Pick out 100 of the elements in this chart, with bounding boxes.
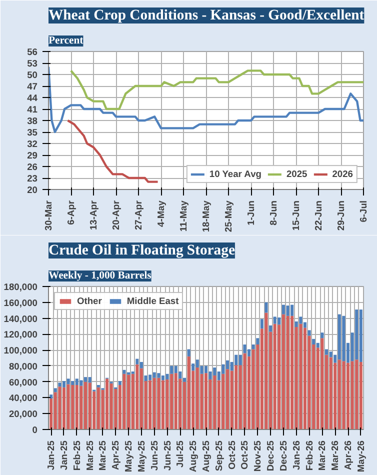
legend-label: 10 Year Avg [209,169,262,179]
bar [58,382,62,387]
x-tick-label: Feb-26 [304,440,314,471]
x-tick-label: 11-May [178,200,188,232]
x-tick-label: 4-May [156,200,166,227]
x-tick-label: Feb-25 [72,440,82,471]
legend-label: Middle East [126,296,179,306]
bar [243,344,246,354]
bar [312,338,316,344]
bar [359,310,362,362]
bar [320,332,324,338]
bar [308,330,311,336]
bar [290,304,294,316]
bar [196,368,199,430]
bar [238,354,242,366]
x-tick-label: Dec-25 [278,440,288,472]
x-tick-label: Jan-25 [58,440,69,470]
x-tick-label: 6-Jul [358,200,368,222]
bar [152,372,156,378]
bar [80,380,83,386]
x-tick-label: Aug-25 [201,440,211,472]
x-tick-label: 13-Apr [88,200,98,230]
bar [75,378,78,386]
y-tick-label: 120,000 [4,330,38,340]
y-tick-label: 20,000 [8,409,38,420]
y-tick-label: 100,000 [4,346,38,356]
bar [192,364,195,371]
bar [96,387,100,430]
bar [252,344,255,350]
bar [88,377,92,383]
bar [157,373,160,378]
bar [264,312,268,430]
x-tick-label: Aug-25 [188,440,198,472]
x-tick-label: Oct-25 [226,440,237,470]
bar [80,386,83,430]
x-tick-label: Mar-25 [84,440,95,471]
x-tick-label: 27-Apr [134,200,144,230]
bar [299,324,302,430]
bar [316,342,320,348]
y-tick-label: 80,000 [8,361,38,372]
x-tick-label: Jan-26 [291,440,302,470]
x-tick-label: Mar-25 [98,440,108,471]
x-tick-label: Oct-25 [240,440,250,470]
bar [157,378,160,430]
y-tick-label: 40,000 [8,393,38,404]
bar [256,338,260,344]
bar [136,358,139,364]
bar [260,319,264,329]
bar [140,362,143,368]
bar [66,378,70,384]
y-tick-label: 20 [27,185,38,195]
bar [71,381,74,386]
x-tick-label: May-25 [124,440,134,472]
x-tick-label: Apr-25 [110,440,121,470]
bar [170,374,174,430]
x-tick-label: Jan-25 [46,440,56,470]
x-tick-label: Jul-25 [175,440,186,468]
bar [355,310,358,360]
bar [290,316,294,430]
bar [273,316,276,324]
y-tick-label: 44 [27,93,38,103]
bar [320,338,324,430]
x-tick-label: 15-Jun [291,200,301,231]
y-tick-label: 50 [27,70,38,80]
y-tick-label: 180,000 [4,282,38,292]
x-tick-label: 6-Apr [66,200,76,225]
bar [71,385,74,430]
bar [278,317,281,325]
bar [58,386,62,430]
bar [66,384,70,430]
bar [329,357,332,430]
x-tick-label: 25-May [224,200,234,232]
bar [286,316,290,430]
bar [50,394,53,399]
bar [359,362,362,430]
bar [243,353,246,430]
x-tick-label: 8-Jun [268,200,278,226]
bar [269,325,272,332]
bar [338,360,341,430]
y-tick-label: 35 [27,128,38,138]
y-tick-label: 41 [27,104,38,114]
legend-label: 2026 [332,169,353,179]
x-tick-label: Nov-25 [252,440,263,472]
bar [166,374,169,380]
bar [122,370,126,374]
chart-title: Wheat Crop Conditions - Kansas - Good/Excellent [48,8,364,24]
bar [273,324,276,430]
x-tick-label: Apr-26 [343,440,354,470]
bar [213,375,216,430]
x-tick-label: Jun-25 [162,440,172,471]
y-tick-label: 0 [32,425,38,435]
chart-subtitle: Percent [48,36,84,46]
y-tick-label: 60,000 [8,377,38,388]
bar [342,361,346,430]
bar [174,373,178,430]
y-tick-label: 32 [27,139,38,149]
y-tick-label: 29 [27,150,38,160]
bar [342,316,346,362]
x-tick-label: 30-Mar [44,200,54,231]
y-tick-label: 56 [27,47,38,57]
